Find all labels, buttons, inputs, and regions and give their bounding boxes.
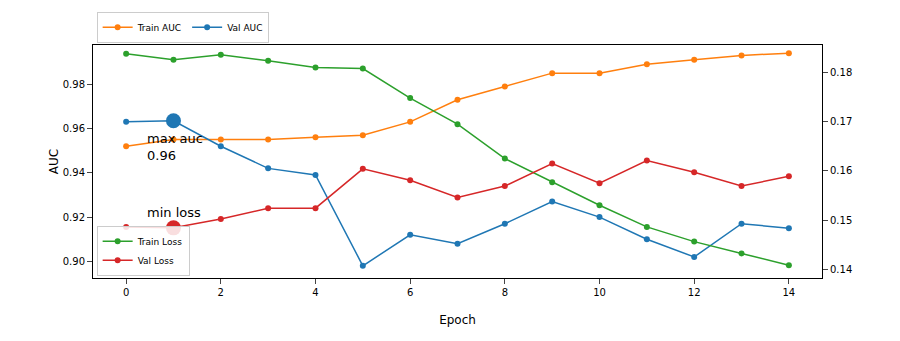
svg-text:0.15: 0.15 [830, 215, 852, 226]
svg-text:4: 4 [312, 287, 318, 298]
svg-text:max auc0.96: max auc0.96 [147, 131, 203, 163]
svg-text:0: 0 [123, 287, 129, 298]
svg-text:0.14: 0.14 [830, 264, 852, 275]
svg-text:Train AUC: Train AUC [137, 23, 181, 33]
svg-text:Val Loss: Val Loss [138, 256, 174, 266]
svg-text:0.94: 0.94 [63, 167, 85, 178]
svg-text:14: 14 [782, 287, 795, 298]
svg-text:AUC: AUC [47, 149, 61, 174]
svg-text:0.98: 0.98 [63, 79, 85, 90]
svg-text:0.96: 0.96 [63, 123, 85, 134]
svg-text:Val AUC: Val AUC [227, 23, 262, 33]
svg-text:Train Loss: Train Loss [137, 237, 183, 247]
svg-text:10: 10 [593, 287, 606, 298]
svg-text:0.17: 0.17 [830, 116, 852, 127]
svg-text:8: 8 [502, 287, 508, 298]
svg-text:0.18: 0.18 [830, 67, 852, 78]
svg-text:6: 6 [407, 287, 413, 298]
svg-text:min loss: min loss [147, 205, 201, 220]
svg-text:0.92: 0.92 [63, 212, 85, 223]
svg-text:0.16: 0.16 [830, 165, 852, 176]
svg-text:12: 12 [688, 287, 701, 298]
svg-text:0.90: 0.90 [63, 256, 85, 267]
svg-text:2: 2 [218, 287, 224, 298]
svg-text:Epoch: Epoch [439, 313, 476, 327]
